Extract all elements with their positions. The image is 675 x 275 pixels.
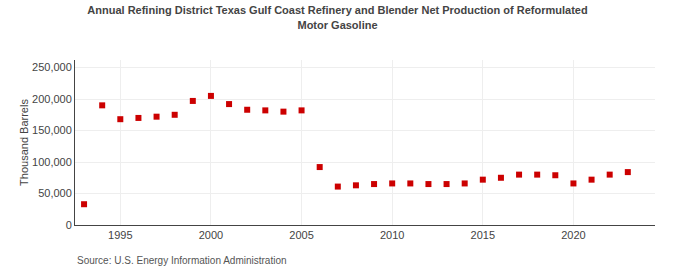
- svg-text:Thousand Barrels: Thousand Barrels: [18, 99, 30, 186]
- svg-text:2005: 2005: [289, 229, 313, 241]
- svg-text:2015: 2015: [471, 229, 495, 241]
- svg-text:250,000: 250,000: [32, 61, 72, 73]
- svg-text:200,000: 200,000: [32, 93, 72, 105]
- svg-text:Source: U.S. Energy Informatio: Source: U.S. Energy Information Administ…: [77, 255, 287, 266]
- svg-text:1995: 1995: [108, 229, 132, 241]
- svg-text:Annual Refining District Texas: Annual Refining District Texas Gulf Coas…: [87, 4, 587, 30]
- svg-text:2020: 2020: [561, 229, 585, 241]
- svg-text:100,000: 100,000: [32, 156, 72, 168]
- svg-text:50,000: 50,000: [38, 187, 72, 199]
- svg-text:150,000: 150,000: [32, 124, 72, 136]
- svg-text:0: 0: [66, 219, 72, 231]
- svg-text:2000: 2000: [199, 229, 223, 241]
- svg-text:2010: 2010: [380, 229, 404, 241]
